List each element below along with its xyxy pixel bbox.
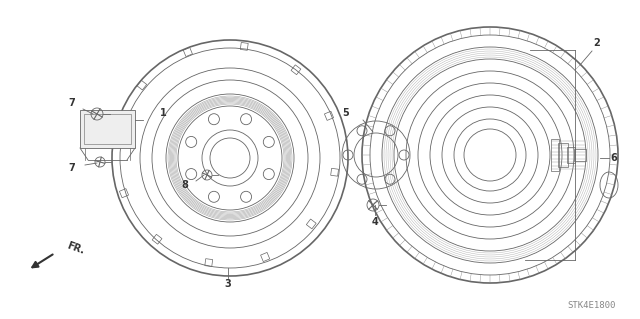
Bar	[307, 219, 316, 229]
Text: FR.: FR.	[65, 240, 85, 256]
Bar	[183, 48, 193, 56]
Bar	[324, 111, 333, 120]
Bar	[574, 149, 586, 161]
Bar	[567, 147, 575, 163]
Text: 3: 3	[225, 279, 232, 289]
Bar	[260, 252, 269, 262]
Text: 1: 1	[159, 108, 166, 118]
Bar	[137, 80, 147, 90]
Text: 5: 5	[342, 108, 349, 118]
Bar	[115, 133, 122, 141]
Bar	[152, 234, 162, 244]
Bar	[205, 259, 212, 267]
Text: 7: 7	[68, 163, 76, 173]
Bar	[84, 114, 131, 144]
Text: 6: 6	[611, 153, 618, 163]
Bar	[241, 42, 248, 50]
Bar	[551, 139, 559, 171]
Bar	[80, 110, 135, 148]
Bar	[331, 168, 339, 176]
Text: 8: 8	[182, 180, 188, 190]
Text: 4: 4	[372, 217, 378, 227]
Bar	[120, 189, 129, 198]
Text: STK4E1800: STK4E1800	[568, 300, 616, 309]
Text: 2: 2	[594, 38, 600, 48]
Bar	[291, 65, 301, 75]
Bar	[558, 143, 568, 167]
Text: 7: 7	[68, 98, 76, 108]
